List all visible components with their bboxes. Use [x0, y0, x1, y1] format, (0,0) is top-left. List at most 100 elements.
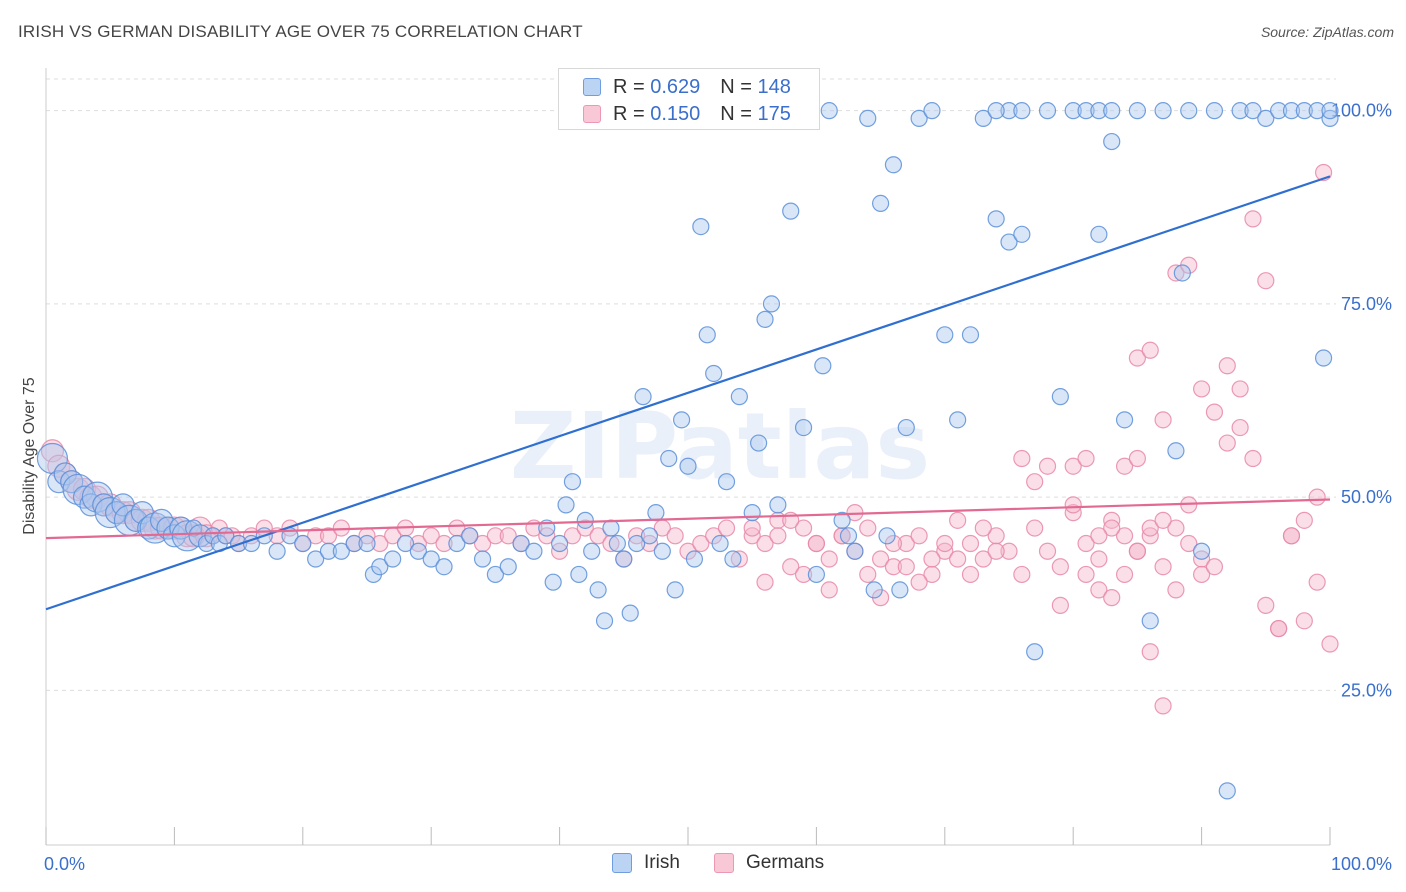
germans-point [1077, 449, 1095, 468]
x-tick-labels: 0.0% 100.0% [44, 854, 1392, 874]
germans-point [422, 527, 440, 545]
germans-point [1308, 488, 1326, 506]
irish-point [628, 534, 646, 553]
germans-point [923, 550, 941, 568]
irish-point [1270, 102, 1288, 120]
germans-point [859, 565, 877, 584]
irish-point [371, 558, 389, 576]
germans-point [1051, 558, 1069, 576]
irish-point [833, 511, 851, 529]
y-axis-title: Disability Age Over 75 [21, 377, 38, 535]
irish-point [307, 550, 325, 568]
irish-point [891, 581, 909, 599]
irish-point [910, 109, 928, 127]
irish-point [1257, 109, 1275, 127]
germans-point [1270, 619, 1288, 638]
germans-point [974, 519, 992, 537]
irish-point [1141, 612, 1159, 630]
germans-point [40, 439, 65, 463]
irish-point [473, 550, 492, 568]
germans-legend-swatch [714, 853, 734, 873]
irish-point [1051, 388, 1069, 406]
irish-point [268, 542, 286, 560]
irish-point [583, 542, 601, 560]
y-tick-label: 75.0% [1341, 294, 1392, 314]
irish-point [1115, 411, 1134, 429]
irish-point [602, 519, 620, 537]
irish-point [820, 102, 838, 120]
germans-point [1090, 550, 1108, 568]
germans-point [1154, 411, 1172, 429]
irish-point [525, 542, 543, 560]
germans-point [563, 527, 582, 545]
irish-point [1103, 102, 1121, 120]
irish-point [409, 542, 427, 560]
germans-point [1180, 534, 1198, 553]
germans-point [820, 581, 838, 599]
irish-point [137, 516, 161, 540]
germans-point [1026, 519, 1044, 537]
irish-point [1282, 102, 1301, 120]
germans-point [666, 527, 684, 545]
germans-point [1128, 349, 1147, 367]
irish-point [692, 218, 710, 236]
irish-point [1321, 102, 1339, 120]
irish-point [557, 496, 575, 514]
germans-point [1038, 542, 1057, 560]
chart-title: IRISH VS GERMAN DISABILITY AGE OVER 75 C… [18, 22, 583, 41]
germans-point [1167, 264, 1185, 282]
germans-point [961, 534, 980, 553]
germans-point [1282, 527, 1301, 545]
germans-point [782, 558, 800, 576]
irish-point [36, 442, 69, 475]
irish-point [1180, 102, 1198, 120]
irish-point [512, 534, 530, 553]
y-tick-labels: 25.0% 50.0% 75.0% 100.0% [1331, 101, 1392, 701]
germans-point [743, 519, 761, 537]
irish-point [794, 418, 813, 437]
irish-point [634, 388, 652, 406]
irish-point [1000, 233, 1018, 251]
germans-point [1231, 380, 1249, 398]
irish-point [1231, 102, 1249, 120]
irish-point [730, 388, 748, 406]
germans-point [589, 527, 607, 545]
germans-point [1141, 519, 1159, 537]
y-tick-label: 100.0% [1331, 101, 1392, 121]
germans-point [1013, 449, 1031, 468]
source-label: Source: ZipAtlas.com [1260, 24, 1394, 40]
irish-point [1314, 349, 1333, 367]
germans-point [1257, 272, 1275, 290]
germans-point [1103, 519, 1121, 537]
irish-point [1154, 102, 1172, 120]
germans-point [1154, 697, 1172, 715]
irish-point [358, 534, 376, 553]
irish-point [60, 470, 84, 494]
germans-point [871, 550, 890, 568]
irish-point [576, 511, 594, 529]
germans-point [1090, 581, 1108, 599]
irish-point [865, 581, 883, 599]
irish-point [1167, 442, 1185, 460]
irish-point [679, 457, 697, 475]
germans-point [730, 550, 748, 568]
irish-point [563, 473, 582, 491]
irish-point [974, 109, 992, 127]
germans-point [974, 550, 992, 568]
irish-point [1000, 102, 1018, 120]
irish-point [878, 527, 896, 545]
y-tick-label: 50.0% [1341, 487, 1392, 507]
germans-point [1115, 565, 1134, 584]
irish-point [47, 470, 71, 494]
germans-point [307, 527, 325, 545]
germans-point [910, 573, 928, 591]
irish-point [550, 534, 569, 553]
irish-point [672, 411, 691, 429]
legend-row-germans: R = 0.150 N = 175 [583, 101, 791, 127]
irish-point [589, 581, 607, 599]
germans-point [1026, 473, 1044, 491]
irish-point [897, 418, 915, 437]
irish-point [698, 326, 716, 344]
irish-point [345, 534, 363, 553]
